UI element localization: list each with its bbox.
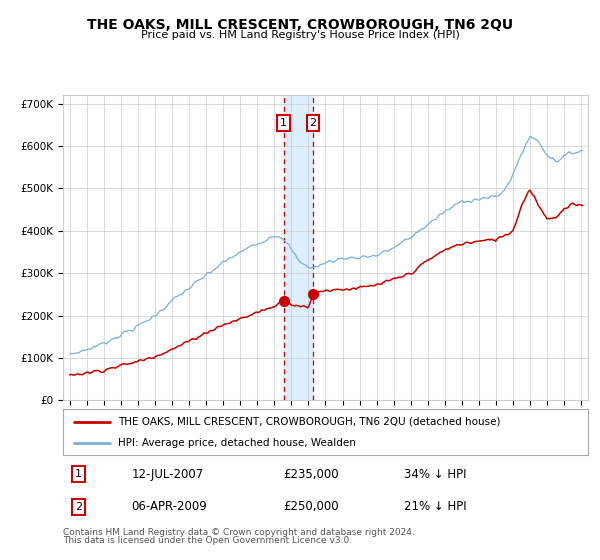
Text: £250,000: £250,000 — [284, 501, 339, 514]
Bar — [284, 95, 313, 400]
Text: 12-JUL-2007: 12-JUL-2007 — [131, 468, 203, 480]
Text: Contains HM Land Registry data © Crown copyright and database right 2024.: Contains HM Land Registry data © Crown c… — [63, 528, 415, 536]
Text: £235,000: £235,000 — [284, 468, 339, 480]
Text: Price paid vs. HM Land Registry's House Price Index (HPI): Price paid vs. HM Land Registry's House … — [140, 30, 460, 40]
Text: This data is licensed under the Open Government Licence v3.0.: This data is licensed under the Open Gov… — [63, 536, 352, 545]
Text: 21% ↓ HPI: 21% ↓ HPI — [404, 501, 467, 514]
Text: HPI: Average price, detached house, Wealden: HPI: Average price, detached house, Weal… — [118, 438, 356, 448]
Text: 1: 1 — [280, 118, 287, 128]
Text: 1: 1 — [75, 469, 82, 479]
Text: 34% ↓ HPI: 34% ↓ HPI — [404, 468, 467, 480]
Text: 06-APR-2009: 06-APR-2009 — [131, 501, 207, 514]
Text: THE OAKS, MILL CRESCENT, CROWBOROUGH, TN6 2QU: THE OAKS, MILL CRESCENT, CROWBOROUGH, TN… — [87, 18, 513, 32]
Text: 2: 2 — [310, 118, 317, 128]
Text: 2: 2 — [75, 502, 82, 512]
Text: THE OAKS, MILL CRESCENT, CROWBOROUGH, TN6 2QU (detached house): THE OAKS, MILL CRESCENT, CROWBOROUGH, TN… — [118, 417, 500, 427]
